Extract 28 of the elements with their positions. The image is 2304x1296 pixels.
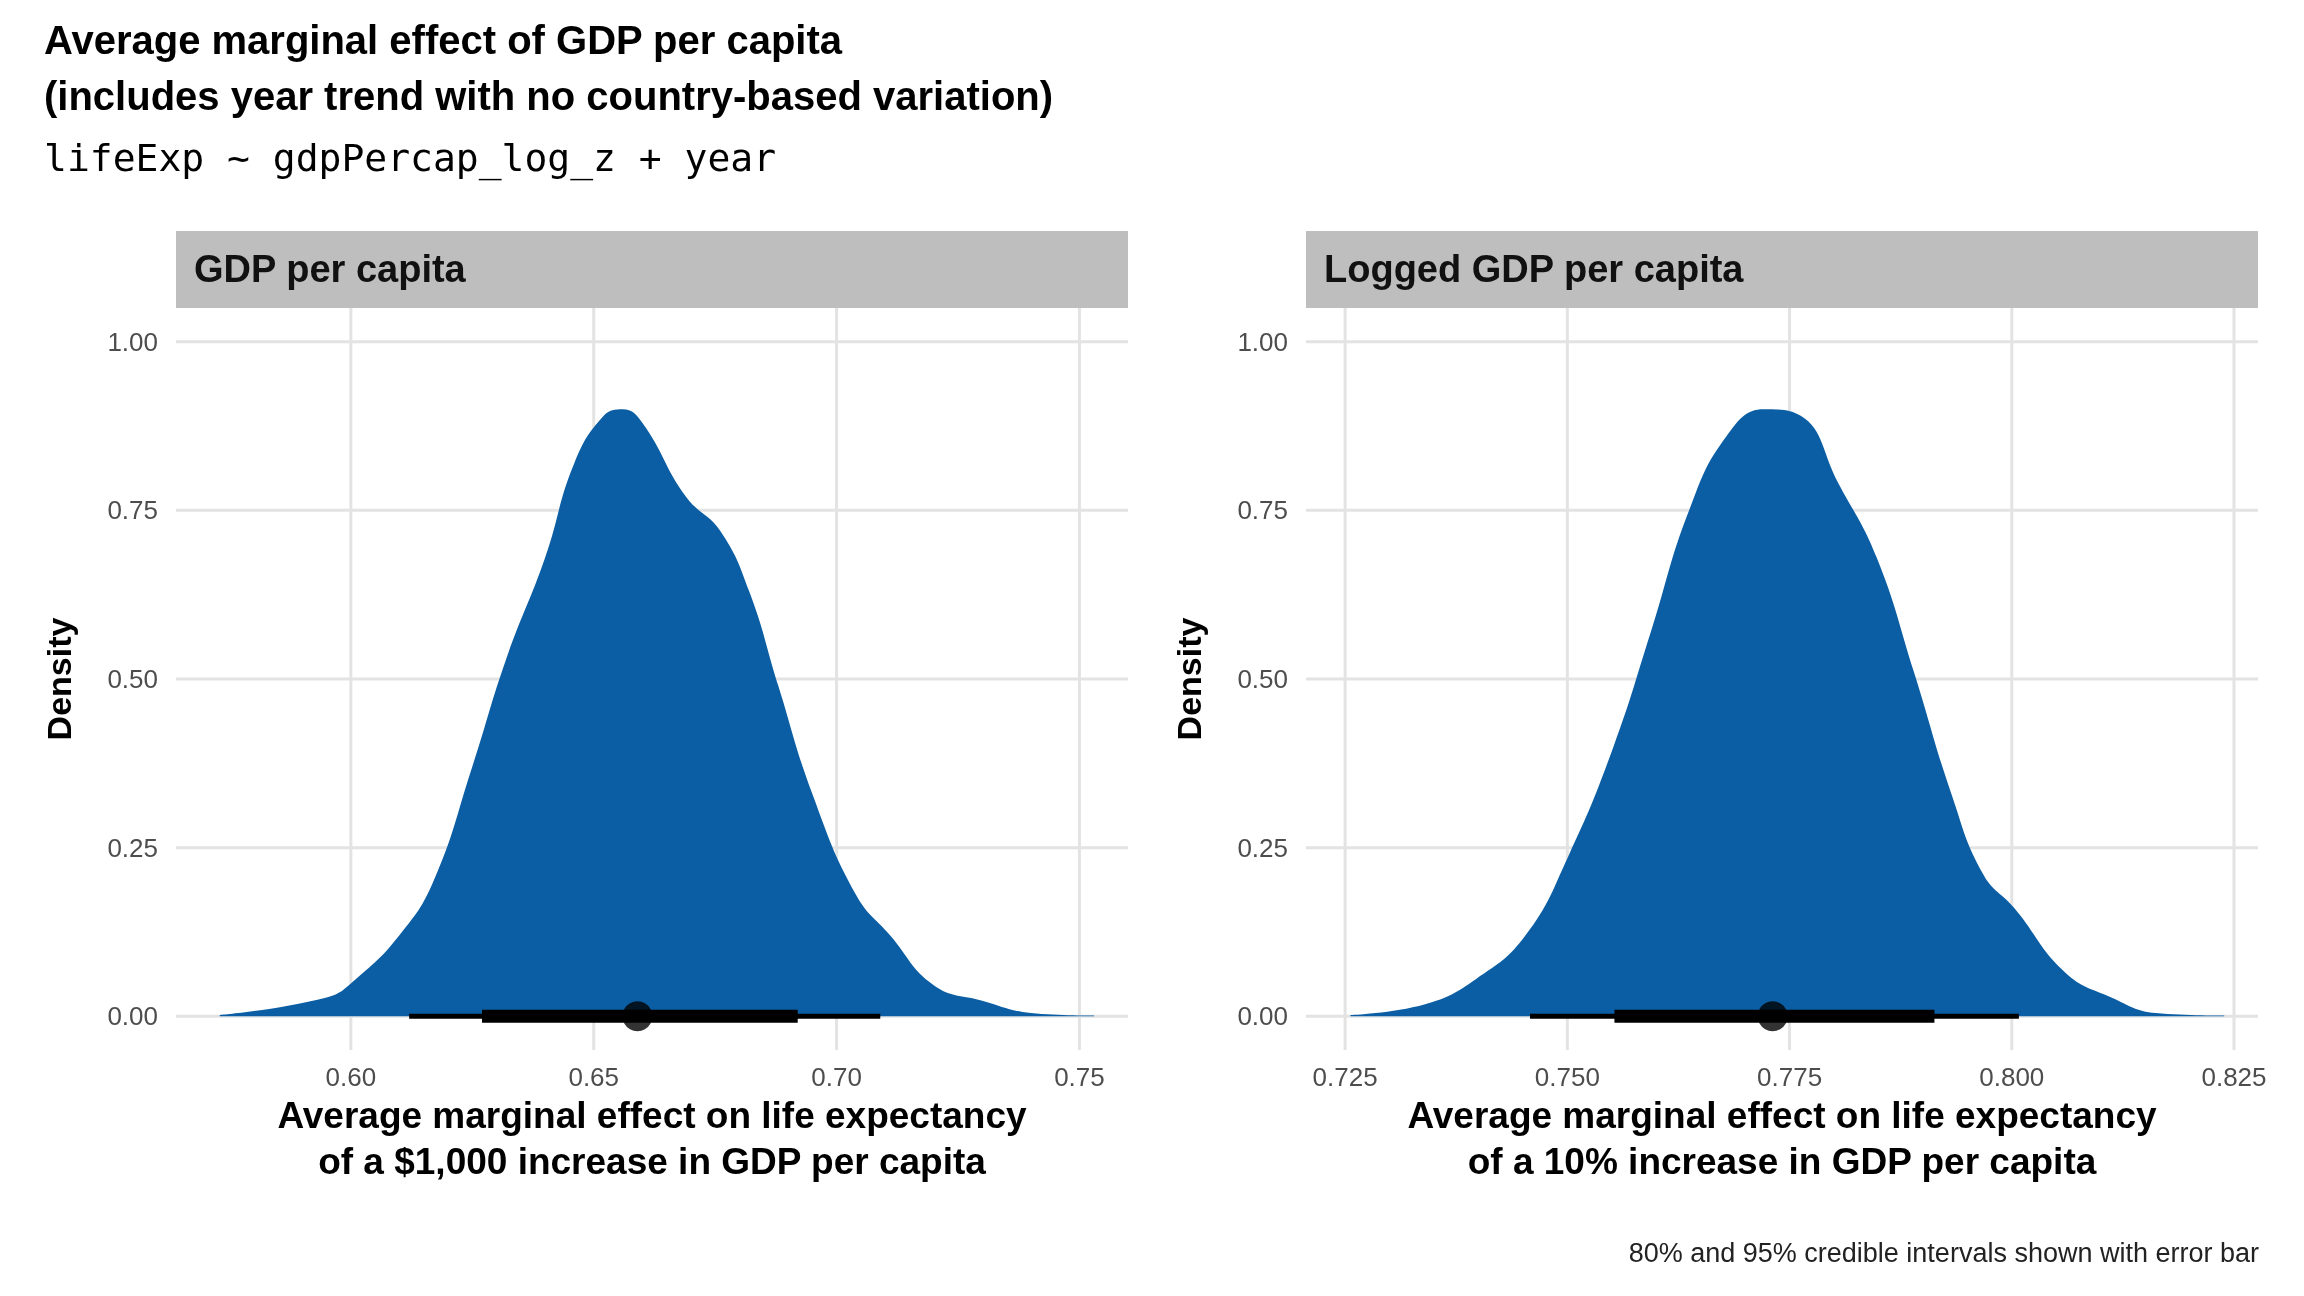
y-tick-label: 0.25: [107, 832, 158, 863]
y-axis-title: Density: [1170, 617, 1208, 741]
x-tick-label: 0.75: [1054, 1062, 1105, 1092]
y-tick-label: 0.75: [1237, 495, 1288, 526]
y-tick-label: 0.00: [1237, 1001, 1288, 1032]
y-tick-label: 0.50: [1237, 664, 1288, 694]
y-tick-label: 0.50: [107, 664, 158, 694]
chart-title: GDP per capita: [176, 231, 1128, 308]
text: 80% and 95% credible intervals shown with error bar: [1628, 1238, 2259, 1269]
y-tick-label: 0.00: [107, 1001, 158, 1032]
x-axis-title: Average marginal effect on life expectancy of a $1,000 increase in GDP per capita: [277, 1094, 1028, 1182]
x-tick-label: 0.775: [1757, 1062, 1823, 1092]
x-tick-label: 0.825: [2201, 1062, 2267, 1092]
x-tick-label: 0.800: [1979, 1062, 2045, 1092]
y-tick-label: 0.25: [1237, 832, 1288, 863]
x-tick-label: 0.70: [811, 1062, 862, 1092]
x-tick-label: 0.725: [1312, 1062, 1378, 1092]
text: Average marginal effect of GDP per capita (includes year trend with no country-based variation): [44, 17, 1054, 120]
chart-title: Logged GDP per capita: [1306, 231, 2258, 308]
x-tick-label: 0.60: [325, 1062, 377, 1092]
y-tick-label: 1.00: [1237, 326, 1288, 357]
y-tick-label: 0.75: [107, 495, 158, 526]
x-tick-label: 0.750: [1534, 1062, 1600, 1092]
y-tick-label: 1.00: [107, 326, 158, 357]
text: lifeExp ~ gdpPercap_log_z + year: [44, 136, 777, 180]
x-tick-label: 0.65: [568, 1062, 620, 1092]
x-axis-title: Average marginal effect on life expectancy of a 10% increase in GDP per capita: [1407, 1094, 2158, 1182]
y-axis-title: Density: [40, 617, 78, 741]
